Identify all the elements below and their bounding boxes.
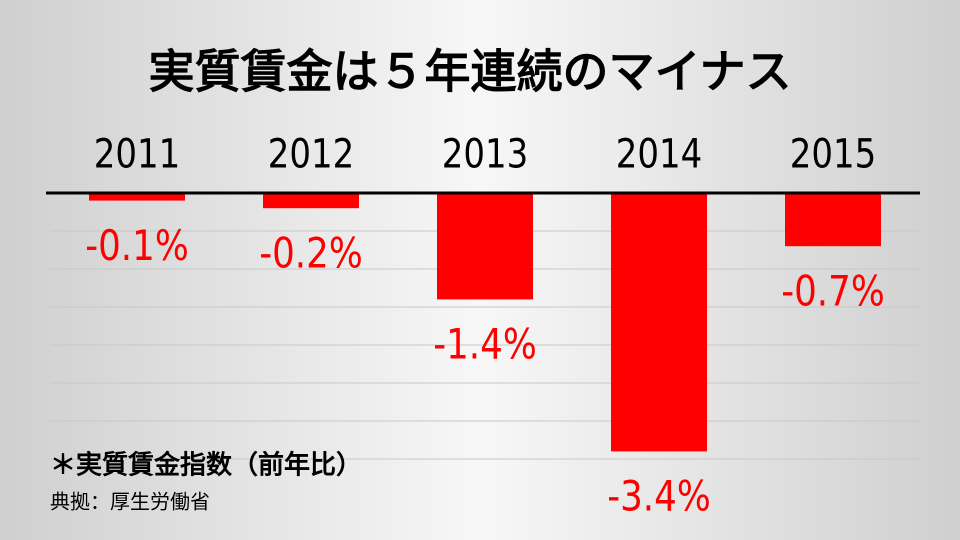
value-label: -3.4% bbox=[607, 473, 711, 521]
value-label: -0.1% bbox=[85, 222, 189, 270]
value-label: -0.7% bbox=[781, 268, 885, 316]
bar bbox=[437, 193, 533, 300]
bar bbox=[89, 193, 185, 201]
x-tick-label: 2014 bbox=[616, 131, 703, 177]
bar bbox=[785, 193, 881, 247]
x-tick-label: 2013 bbox=[442, 131, 529, 177]
note: ＊実質賃金指数（前年比） bbox=[50, 450, 362, 481]
x-tick-label: 2015 bbox=[790, 131, 877, 177]
x-tick-label: 2012 bbox=[268, 131, 355, 177]
value-label: -1.4% bbox=[433, 321, 537, 369]
source: 典拠：厚生労働省 bbox=[50, 490, 210, 514]
x-tick-label: 2011 bbox=[94, 131, 181, 177]
bar bbox=[263, 193, 359, 209]
bar bbox=[611, 193, 707, 452]
chart-title: 実質賃金は５年連続のマイナス bbox=[148, 45, 791, 99]
value-label: -0.2% bbox=[259, 230, 363, 278]
